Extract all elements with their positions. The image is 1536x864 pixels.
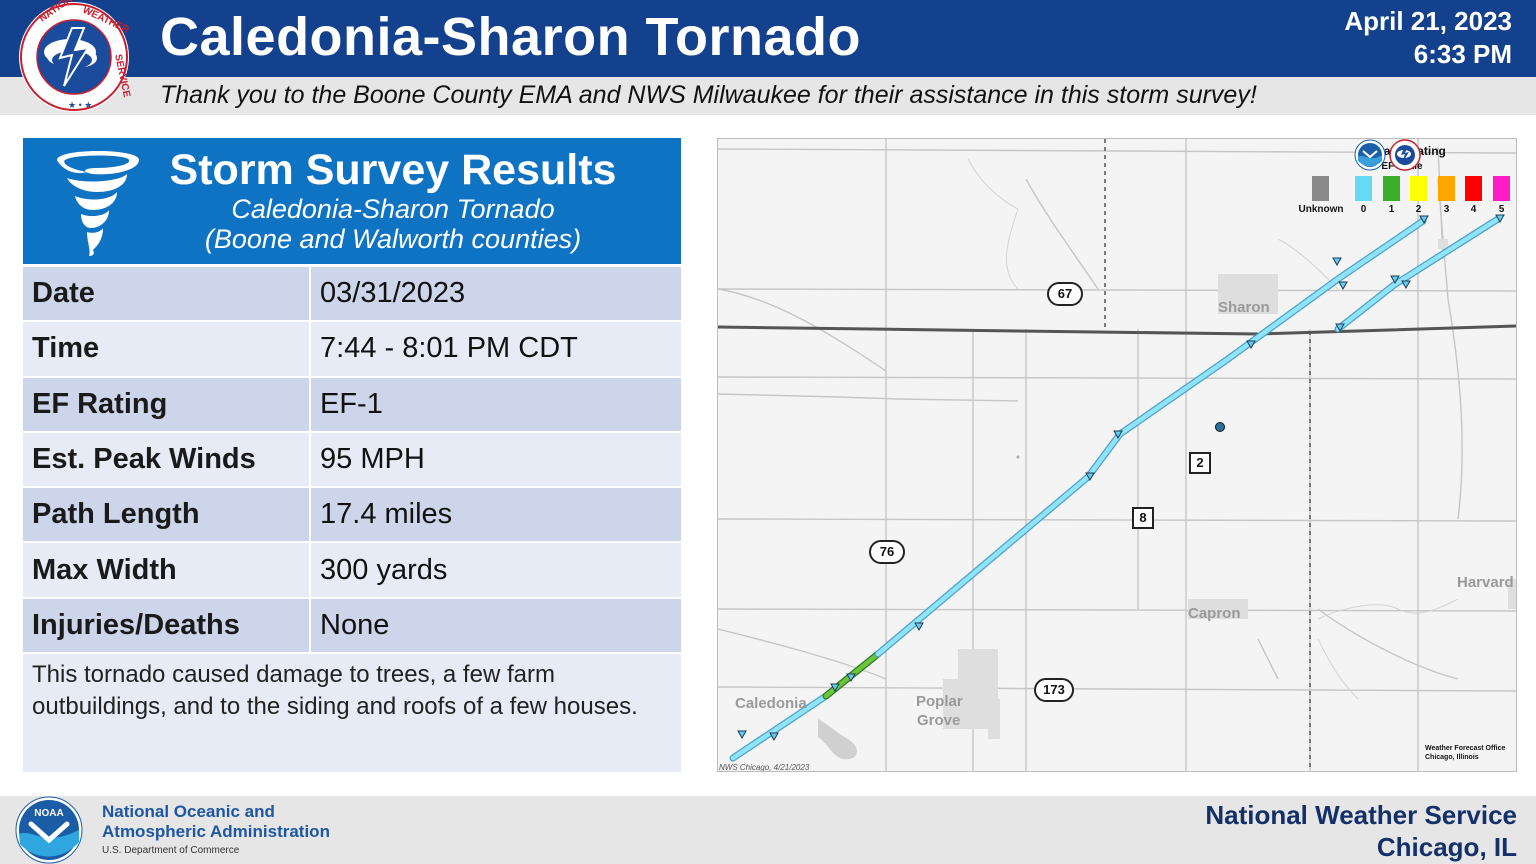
survey-results-header: Storm Survey Results Caledonia-Sharon To… — [23, 138, 681, 264]
header-bar — [0, 0, 1536, 77]
route-76-shield: 76 — [869, 540, 905, 564]
row-value-ef-rating: EF-1 — [311, 377, 681, 433]
nws-mini-logo-icon — [1389, 139, 1421, 171]
place-label-grove: Grove — [917, 712, 961, 729]
row-label-peak-winds: Est. Peak Winds — [23, 432, 311, 489]
table-row: Path Length 17.4 miles — [23, 488, 681, 544]
row-value-max-width: 300 yards — [311, 543, 681, 599]
row-value-time: 7:44 - 8:01 PM CDT — [311, 322, 681, 378]
row-label-max-width: Max Width — [23, 543, 311, 599]
row-value-peak-winds: 95 MPH — [311, 432, 681, 489]
noaa-logo-icon: NOAA — [15, 796, 83, 864]
office-location: Chicago, IL — [1376, 832, 1517, 862]
acknowledgement-text: Thank you to the Boone County EMA and NW… — [160, 81, 1257, 109]
table-row: Max Width 300 yards — [23, 543, 681, 599]
table-row: Time 7:44 - 8:01 PM CDT — [23, 322, 681, 378]
legend-swatch-ef2 — [1410, 176, 1427, 201]
legend-swatch-ef3 — [1438, 176, 1455, 201]
map-credit: NWS Chicago, 4/21/2023 — [719, 763, 810, 772]
legend-swatch-ef1 — [1383, 176, 1400, 201]
issue-date: April 21, 2023 — [1344, 6, 1512, 36]
route-8-marker: 8 — [1132, 507, 1154, 529]
legend-swatch-ef5 — [1493, 176, 1510, 201]
table-row: Date 03/31/2023 — [23, 267, 681, 323]
legend-label-ef4: 4 — [1470, 204, 1477, 215]
wfo-line-2: Chicago, Illinois — [1425, 754, 1479, 761]
wfo-caption: Weather Forecast Office Chicago, Illinoi… — [1425, 744, 1505, 762]
place-label-sharon: Sharon — [1218, 299, 1270, 316]
nws-logo: NATIONAL WEATHER SERVICE ★ • ★ — [19, 0, 132, 112]
tornado-track-map: Sharon Capron Harvard Caledonia Poplar G… — [717, 138, 1517, 772]
route-173-shield: 173 — [1034, 678, 1074, 702]
legend-swatch-ef4 — [1465, 176, 1482, 201]
table-row: Est. Peak Winds 95 MPH — [23, 432, 681, 489]
legend-label-ef3: 3 — [1443, 204, 1450, 215]
wfo-line-1: Weather Forecast Office — [1425, 745, 1506, 752]
map-graphic — [718, 139, 1516, 771]
legend-swatch-unknown — [1312, 176, 1329, 201]
row-label-time: Time — [23, 322, 311, 378]
noaa-logo-text: NOAA — [34, 808, 63, 819]
route-2-marker: 2 — [1189, 452, 1211, 474]
place-label-capron: Capron — [1188, 605, 1241, 622]
noaa-name-line-1: National Oceanic and — [102, 802, 275, 821]
issue-datetime: April 21, 2023 6:33 PM — [1344, 5, 1512, 71]
footer-bar — [0, 796, 1536, 864]
svg-text:★ • ★: ★ • ★ — [68, 100, 92, 110]
results-subtitle-counties: (Boone and Walworth counties) — [204, 224, 582, 254]
place-label-caledonia: Caledonia — [735, 695, 807, 712]
legend-label-ef2: 2 — [1415, 204, 1422, 215]
row-label-date: Date — [23, 267, 311, 323]
legend-swatch-ef0 — [1355, 176, 1372, 201]
noaa-mini-logo-icon — [1354, 139, 1386, 171]
legend-label-ef0: 0 — [1360, 204, 1367, 215]
place-label-harvard: Harvard — [1457, 574, 1514, 591]
tornado-icon — [57, 151, 139, 256]
legend-label-ef1: 1 — [1388, 204, 1395, 215]
row-value-path-length: 17.4 miles — [311, 488, 681, 544]
results-title: Storm Survey Results — [169, 146, 617, 194]
route-67-shield: 67 — [1047, 282, 1083, 306]
results-subtitle-tornado: Caledonia-Sharon Tornado — [231, 194, 555, 224]
legend-label-unknown: Unknown — [1298, 204, 1344, 215]
subtitle-bar — [0, 77, 1536, 115]
issue-time: 6:33 PM — [1413, 39, 1512, 69]
legend-label-ef5: 5 — [1498, 204, 1505, 215]
row-value-date: 03/31/2023 — [311, 267, 681, 323]
survey-results-table: Date 03/31/2023 Time 7:44 - 8:01 PM CDT … — [23, 267, 681, 655]
table-row: EF Rating EF-1 — [23, 377, 681, 433]
row-value-injuries: None — [311, 598, 681, 655]
row-label-ef-rating: EF Rating — [23, 377, 311, 433]
page-title: Caledonia-Sharon Tornado — [160, 7, 862, 67]
place-label-poplar: Poplar — [916, 693, 963, 710]
noaa-name-line-2: Atmospheric Administration — [102, 822, 330, 841]
table-row: Injuries/Deaths None — [23, 598, 681, 655]
row-label-injuries: Injuries/Deaths — [23, 598, 311, 655]
row-label-path-length: Path Length — [23, 488, 311, 544]
damage-summary: This tornado caused damage to trees, a f… — [23, 654, 681, 772]
office-name: National Weather Service — [1205, 800, 1517, 830]
noaa-department: U.S. Department of Commerce — [102, 845, 240, 856]
